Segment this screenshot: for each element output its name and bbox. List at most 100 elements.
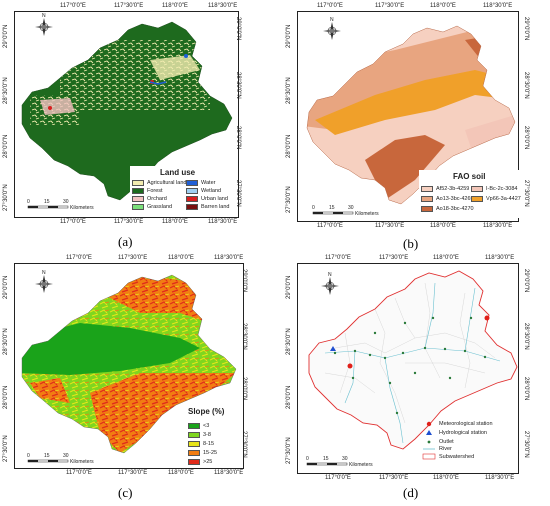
- slope-map: [21, 274, 237, 463]
- scale-tick: 0: [306, 456, 309, 462]
- north-arrow-icon: [35, 275, 53, 293]
- meteorological-station-icon: [347, 363, 353, 369]
- legend-item: Ao13-3bc-4269: [421, 196, 474, 202]
- bottom-tick: 118°0'0"E: [162, 219, 188, 225]
- top-tick: 118°30'0"E: [483, 3, 513, 9]
- meteorological-station-icon: [484, 315, 490, 321]
- top-tick: 118°30'0"E: [214, 255, 244, 261]
- top-tick: 118°0'0"E: [433, 255, 459, 261]
- top-tick: 117°0'0"E: [325, 255, 351, 261]
- top-tick: 117°30'0"E: [118, 255, 148, 261]
- scale-tick: 0: [27, 199, 30, 205]
- top-tick: 118°0'0"E: [168, 255, 194, 261]
- legend-item: Forest: [132, 188, 163, 194]
- legend: FAO soil Af52-3b-4259 I-Bc-2c-3084 Ao13-…: [419, 170, 521, 218]
- panel-label: (b): [403, 236, 419, 251]
- north-arrow-icon: [323, 22, 341, 40]
- legend-item: 15-25: [188, 450, 217, 456]
- scale-bar: [27, 205, 69, 209]
- scale-tick: 30: [63, 199, 69, 205]
- bottom-tick: 117°0'0"E: [325, 475, 351, 481]
- panel-label: (d): [403, 485, 419, 500]
- legend: Meteorological station Hydrological stat…: [439, 421, 519, 463]
- legend-item: I-Bc-2c-3084: [471, 186, 518, 192]
- legend-item: Meteorological station: [439, 421, 493, 427]
- scale-tick: 30: [342, 456, 348, 462]
- legend-item: Ao18-3bc-4270: [421, 206, 474, 212]
- north-arrow-icon: [35, 18, 53, 36]
- legend-title: Land use: [160, 168, 196, 177]
- scale-tick: 0: [312, 205, 315, 211]
- top-tick: 118°0'0"E: [162, 3, 188, 9]
- bottom-tick: 118°30'0"E: [485, 475, 515, 481]
- north-label: N: [42, 13, 46, 19]
- north-label: N: [328, 272, 332, 278]
- watershed-map: [306, 270, 518, 466]
- top-tick: 118°30'0"E: [208, 3, 238, 9]
- top-tick: 117°30'0"E: [114, 3, 144, 9]
- legend-item: 8-15: [188, 441, 214, 447]
- top-tick: 117°30'0"E: [375, 3, 405, 9]
- north-arrow-icon: [321, 277, 339, 295]
- legend-item: Vp66-3a-4427: [471, 196, 521, 202]
- bottom-tick: 117°0'0"E: [317, 223, 343, 229]
- land-use-map: [21, 18, 233, 209]
- north-label: N: [42, 270, 46, 276]
- panel-label: (c): [118, 485, 133, 500]
- legend-item: Agricultural land: [132, 180, 186, 186]
- scale-unit: Kilometers: [70, 459, 94, 465]
- legend-item: >25: [188, 459, 212, 465]
- legend-item: 3-8: [188, 432, 211, 438]
- scale-unit: Kilometers: [70, 205, 94, 211]
- scale-tick: 15: [323, 456, 329, 462]
- scale-tick: 0: [27, 453, 30, 459]
- legend: Land use Agricultural land Water Forest …: [130, 166, 236, 214]
- bottom-tick: 117°30'0"E: [379, 475, 409, 481]
- bottom-tick: 117°0'0"E: [60, 219, 86, 225]
- bottom-tick: 118°30'0"E: [214, 470, 244, 476]
- panel-label: (a): [118, 234, 133, 249]
- top-tick: 117°0'0"E: [66, 255, 92, 261]
- scale-tick: 15: [329, 205, 335, 211]
- scale-tick: 15: [44, 199, 50, 205]
- scale-tick: 30: [348, 205, 354, 211]
- scale-bar: [312, 211, 354, 215]
- legend-item: River: [439, 446, 452, 452]
- scale-bar: [306, 462, 348, 466]
- bottom-tick: 117°30'0"E: [114, 219, 144, 225]
- scale-tick: 30: [63, 453, 69, 459]
- legend-item: Outlet: [439, 439, 454, 445]
- legend-item: Urban land: [186, 196, 228, 202]
- scale-bar: [27, 459, 69, 463]
- legend-item: Orchard: [132, 196, 167, 202]
- bottom-tick: 118°0'0"E: [430, 223, 456, 229]
- hydrological-station-icon: [330, 346, 336, 351]
- legend-item: Af52-3b-4259: [421, 186, 469, 192]
- legend-item: Subwatershed: [439, 454, 475, 460]
- panel-d: 117°0'0"E 117°30'0"E 118°0'0"E 118°30'0"…: [275, 253, 550, 506]
- legend-item: Water: [186, 180, 215, 186]
- legend-item: Barren land: [186, 204, 229, 210]
- bottom-tick: 118°30'0"E: [483, 223, 513, 229]
- legend-title: Slope (%): [188, 407, 225, 416]
- legend-item: Grassland: [132, 204, 172, 210]
- bottom-tick: 118°0'0"E: [168, 470, 194, 476]
- scale-unit: Kilometers: [349, 462, 373, 468]
- top-tick: 118°30'0"E: [485, 255, 515, 261]
- legend: Slope (%) <3 3-8 8-15 15-25 >25: [186, 407, 242, 467]
- top-tick: 117°0'0"E: [317, 3, 343, 9]
- bottom-tick: 118°30'0"E: [208, 219, 238, 225]
- bottom-tick: 117°30'0"E: [375, 223, 405, 229]
- scale-unit: Kilometers: [355, 211, 379, 217]
- legend-item: <3: [188, 423, 209, 429]
- north-label: N: [330, 17, 334, 23]
- legend-title: FAO soil: [453, 172, 486, 181]
- panel-b: 117°0'0"E 117°30'0"E 118°0'0"E 118°30'0"…: [275, 0, 550, 253]
- panel-c: 117°0'0"E 117°30'0"E 118°0'0"E 118°30'0"…: [0, 253, 275, 506]
- legend-item: Hydrological station: [439, 430, 487, 436]
- bottom-tick: 117°30'0"E: [118, 470, 148, 476]
- scale-tick: 15: [44, 453, 50, 459]
- bottom-tick: 117°0'0"E: [66, 470, 92, 476]
- fao-soil-map: [306, 22, 516, 215]
- legend-item: Wetland: [186, 188, 221, 194]
